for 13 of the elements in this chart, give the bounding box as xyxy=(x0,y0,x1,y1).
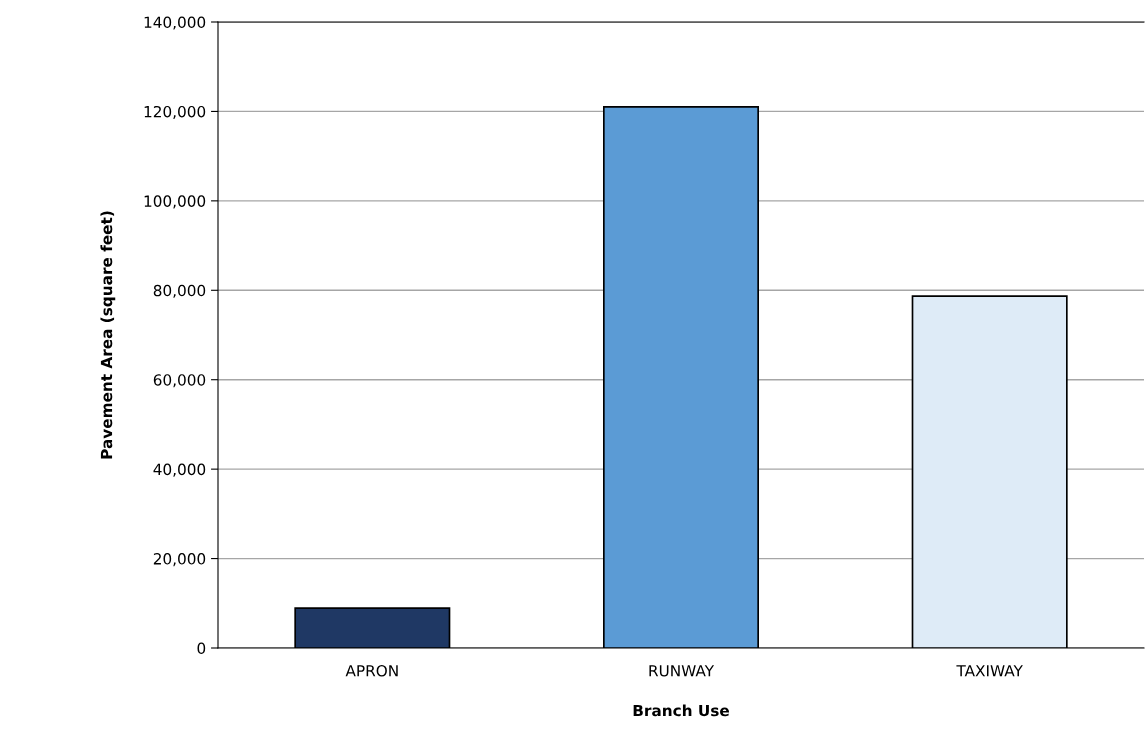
y-tick-label: 60,000 xyxy=(153,374,206,388)
y-tick-label: 140,000 xyxy=(144,16,206,30)
y-tick-label: 20,000 xyxy=(153,553,206,567)
x-tick-label: TAXIWAY xyxy=(956,665,1023,677)
y-tick-label: 80,000 xyxy=(153,284,206,298)
y-tick-label: 0 xyxy=(197,642,206,655)
y-tick-label: 40,000 xyxy=(153,463,206,477)
x-axis-title: Branch Use xyxy=(633,704,729,717)
x-tick-label: RUNWAY xyxy=(649,665,715,677)
y-tick-label: 100,000 xyxy=(144,195,206,209)
x-tick-label: APRON xyxy=(345,664,398,677)
y-axis-title: Pavement Area (square feet) xyxy=(100,211,116,459)
y-tick-label: 120,000 xyxy=(144,105,206,120)
